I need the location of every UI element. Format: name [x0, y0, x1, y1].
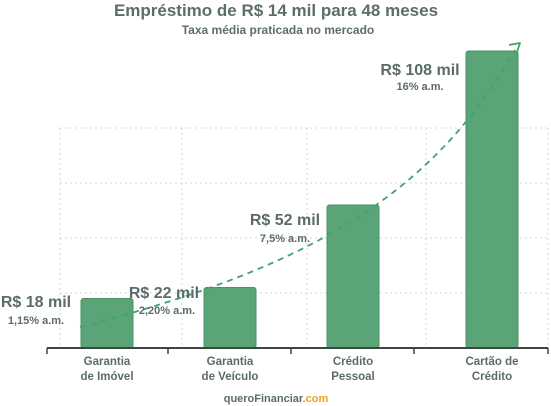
chart-subtitle: Taxa média praticada no mercado	[182, 23, 375, 37]
category-label: de Veículo	[202, 371, 259, 383]
value-label: R$ 18 mil	[1, 294, 71, 311]
rate-label: 2,20% a.m.	[139, 305, 195, 317]
value-labels: R$ 18 mil 1,15% a.m. R$ 22 mil 2,20% a.m. R$…	[1, 62, 460, 327]
bar	[465, 50, 519, 349]
category-label: de Imóvel	[80, 371, 133, 383]
rate-label: 1,15% a.m.	[8, 315, 64, 327]
value-label: R$ 22 mil	[129, 285, 199, 302]
bar	[203, 287, 257, 349]
brand-name: queroFinanciar	[224, 393, 304, 405]
category-label: Crédito	[333, 356, 373, 368]
category-label: Cartão de	[465, 356, 518, 368]
category-label: Crédito	[472, 371, 512, 383]
brand-footer: queroFinanciar.com	[224, 393, 329, 405]
chart-title: Empréstimo de R$ 14 mil para 48 meses	[114, 1, 438, 20]
trend-arrowhead	[508, 42, 521, 56]
bar	[326, 204, 380, 349]
value-label: R$ 52 mil	[250, 212, 320, 229]
category-label: Garantia	[207, 356, 254, 368]
trend-curve	[79, 49, 516, 328]
category-labels: Garantia de Imóvel Garantia de Veículo Crédi…	[80, 356, 518, 383]
rate-label: 16% a.m.	[396, 81, 443, 93]
category-label: Garantia	[84, 356, 131, 368]
x-axis-ticks	[46, 348, 549, 354]
category-label: Pessoal	[331, 371, 374, 383]
trend-line	[79, 42, 521, 328]
brand-domain: .com	[303, 393, 329, 405]
value-label: R$ 108 mil	[380, 62, 459, 79]
bar	[80, 298, 134, 349]
bars	[80, 50, 519, 349]
rate-label: 7,5% a.m.	[260, 233, 310, 245]
